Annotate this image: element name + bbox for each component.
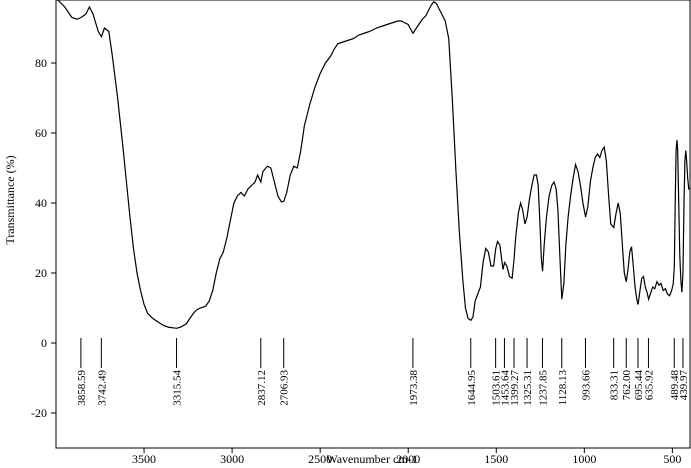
peak-label-5: 1973.38 (408, 370, 420, 406)
x-tick-label-2: 2500 (308, 452, 332, 466)
peak-label-6: 1644.95 (466, 370, 478, 406)
peak-label-17: 635.92 (644, 370, 656, 400)
peak-label-2: 3315.54 (172, 370, 184, 406)
peak-label-10: 1325.31 (522, 370, 534, 406)
peak-label-1: 3742.49 (96, 370, 108, 406)
peak-label-19: 439.97 (678, 370, 690, 401)
plot-frame (55, 0, 691, 449)
y-tick-label-5: 80 (35, 56, 47, 70)
y-tick-label-2: 20 (35, 266, 47, 280)
x-tick-label-4: 1500 (484, 452, 508, 466)
x-tick-label-0: 3500 (132, 452, 156, 466)
x-tick-label-6: 500 (663, 452, 681, 466)
x-axis-ticks: 3500 3000 2500 2000 1500 1000 500 (132, 448, 681, 466)
peak-label-4: 2706.93 (279, 370, 291, 406)
x-tick-label-5: 1000 (572, 452, 596, 466)
y-tick-label-1: 0 (41, 336, 47, 350)
peak-label-18: 489.48 (669, 370, 681, 401)
peak-label-8: 1453.64 (499, 370, 511, 406)
y-axis-ticks: -20 0 20 40 60 80 (31, 56, 56, 420)
peak-label-14: 833.31 (609, 370, 621, 400)
peak-label-15: 762.00 (621, 370, 633, 401)
y-axis-label: Transmittance (%) (3, 155, 17, 244)
y-tick-label-0: -20 (31, 406, 47, 420)
x-axis-label: Wavenumber cm-1 (326, 452, 417, 466)
peak-label-16: 695.44 (633, 370, 645, 401)
peak-label-3: 2837.12 (256, 370, 268, 406)
peak-markers: 3858.59 3742.49 3315.54 2837.12 2706.93 1973.… (76, 338, 690, 406)
series-line (57, 0, 690, 329)
peak-label-9: 1399.27 (509, 370, 521, 406)
y-tick-label-3: 40 (35, 196, 47, 210)
y-tick-label-4: 60 (35, 126, 47, 140)
x-tick-label-1: 3000 (220, 452, 244, 466)
peak-label-11: 1237.85 (537, 370, 549, 406)
x-tick-label-3: 2000 (396, 452, 420, 466)
peak-label-13: 993.66 (580, 370, 592, 401)
peak-label-0: 3858.59 (76, 370, 88, 406)
peak-label-12: 1128.13 (557, 370, 569, 406)
peak-label-7: 1503.61 (491, 370, 503, 406)
